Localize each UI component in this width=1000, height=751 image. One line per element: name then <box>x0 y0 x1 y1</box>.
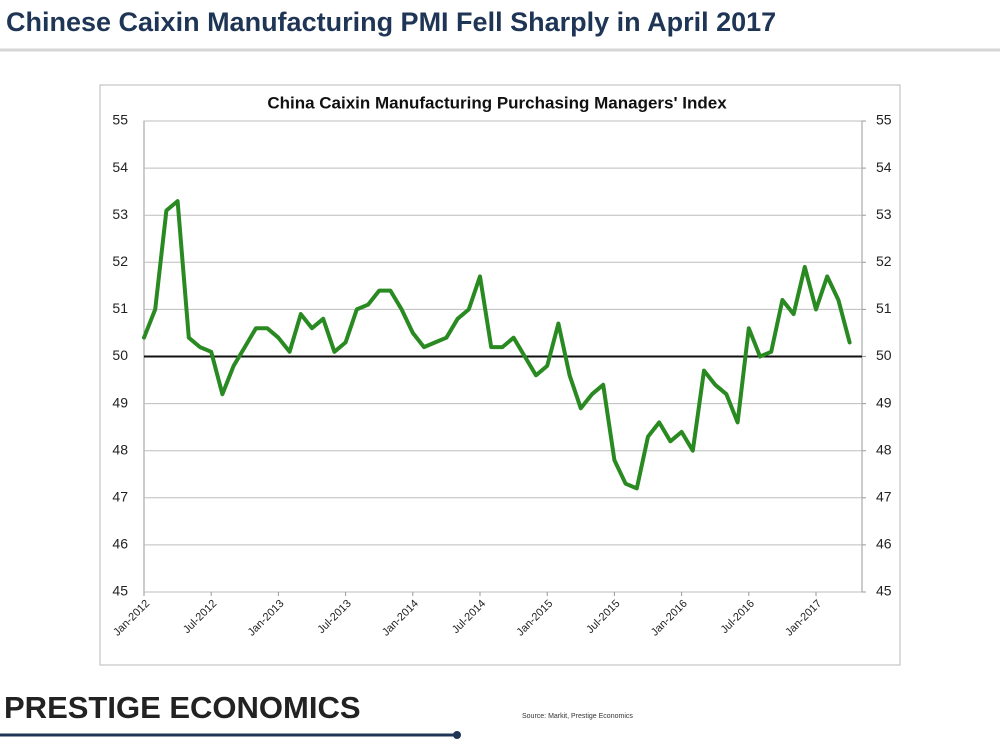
y2-tick-label: 47 <box>876 489 892 505</box>
slide-title: Chinese Caixin Manufacturing PMI Fell Sh… <box>6 7 776 37</box>
y-tick-label: 51 <box>112 300 128 316</box>
y2-tick-label: 48 <box>876 441 892 457</box>
y2-tick-label: 49 <box>876 394 892 410</box>
y2-tick-label: 45 <box>876 583 892 599</box>
y-tick-label: 53 <box>112 206 128 222</box>
y-tick-label: 54 <box>112 159 128 175</box>
y2-tick-label: 51 <box>876 300 892 316</box>
y-tick-label: 55 <box>112 112 128 128</box>
y-tick-label: 46 <box>112 536 128 552</box>
logo: PRESTIGE ECONOMICS <box>4 690 361 725</box>
y-tick-label: 48 <box>112 441 128 457</box>
y-tick-label: 49 <box>112 394 128 410</box>
y2-tick-label: 46 <box>876 536 892 552</box>
y2-tick-label: 55 <box>876 112 892 128</box>
y2-tick-label: 52 <box>876 253 892 269</box>
y2-tick-label: 54 <box>876 159 892 175</box>
chart-title: China Caixin Manufacturing Purchasing Ma… <box>267 93 727 112</box>
logo-dot <box>453 731 461 739</box>
y-tick-label: 50 <box>112 347 128 363</box>
y-tick-label: 47 <box>112 489 128 505</box>
y2-tick-label: 50 <box>876 347 892 363</box>
data-line <box>142 199 852 491</box>
plot-area: 45 46 47 48 49 50 51 52 53 54 55 45 46 47 48 49 50 51 52 53… <box>111 112 892 639</box>
y-tick-label: 45 <box>112 583 128 599</box>
y-tick-label: 52 <box>112 253 128 269</box>
y2-tick-label: 53 <box>876 206 892 222</box>
source-note: Source: Markit, Prestige Economics <box>522 713 633 720</box>
